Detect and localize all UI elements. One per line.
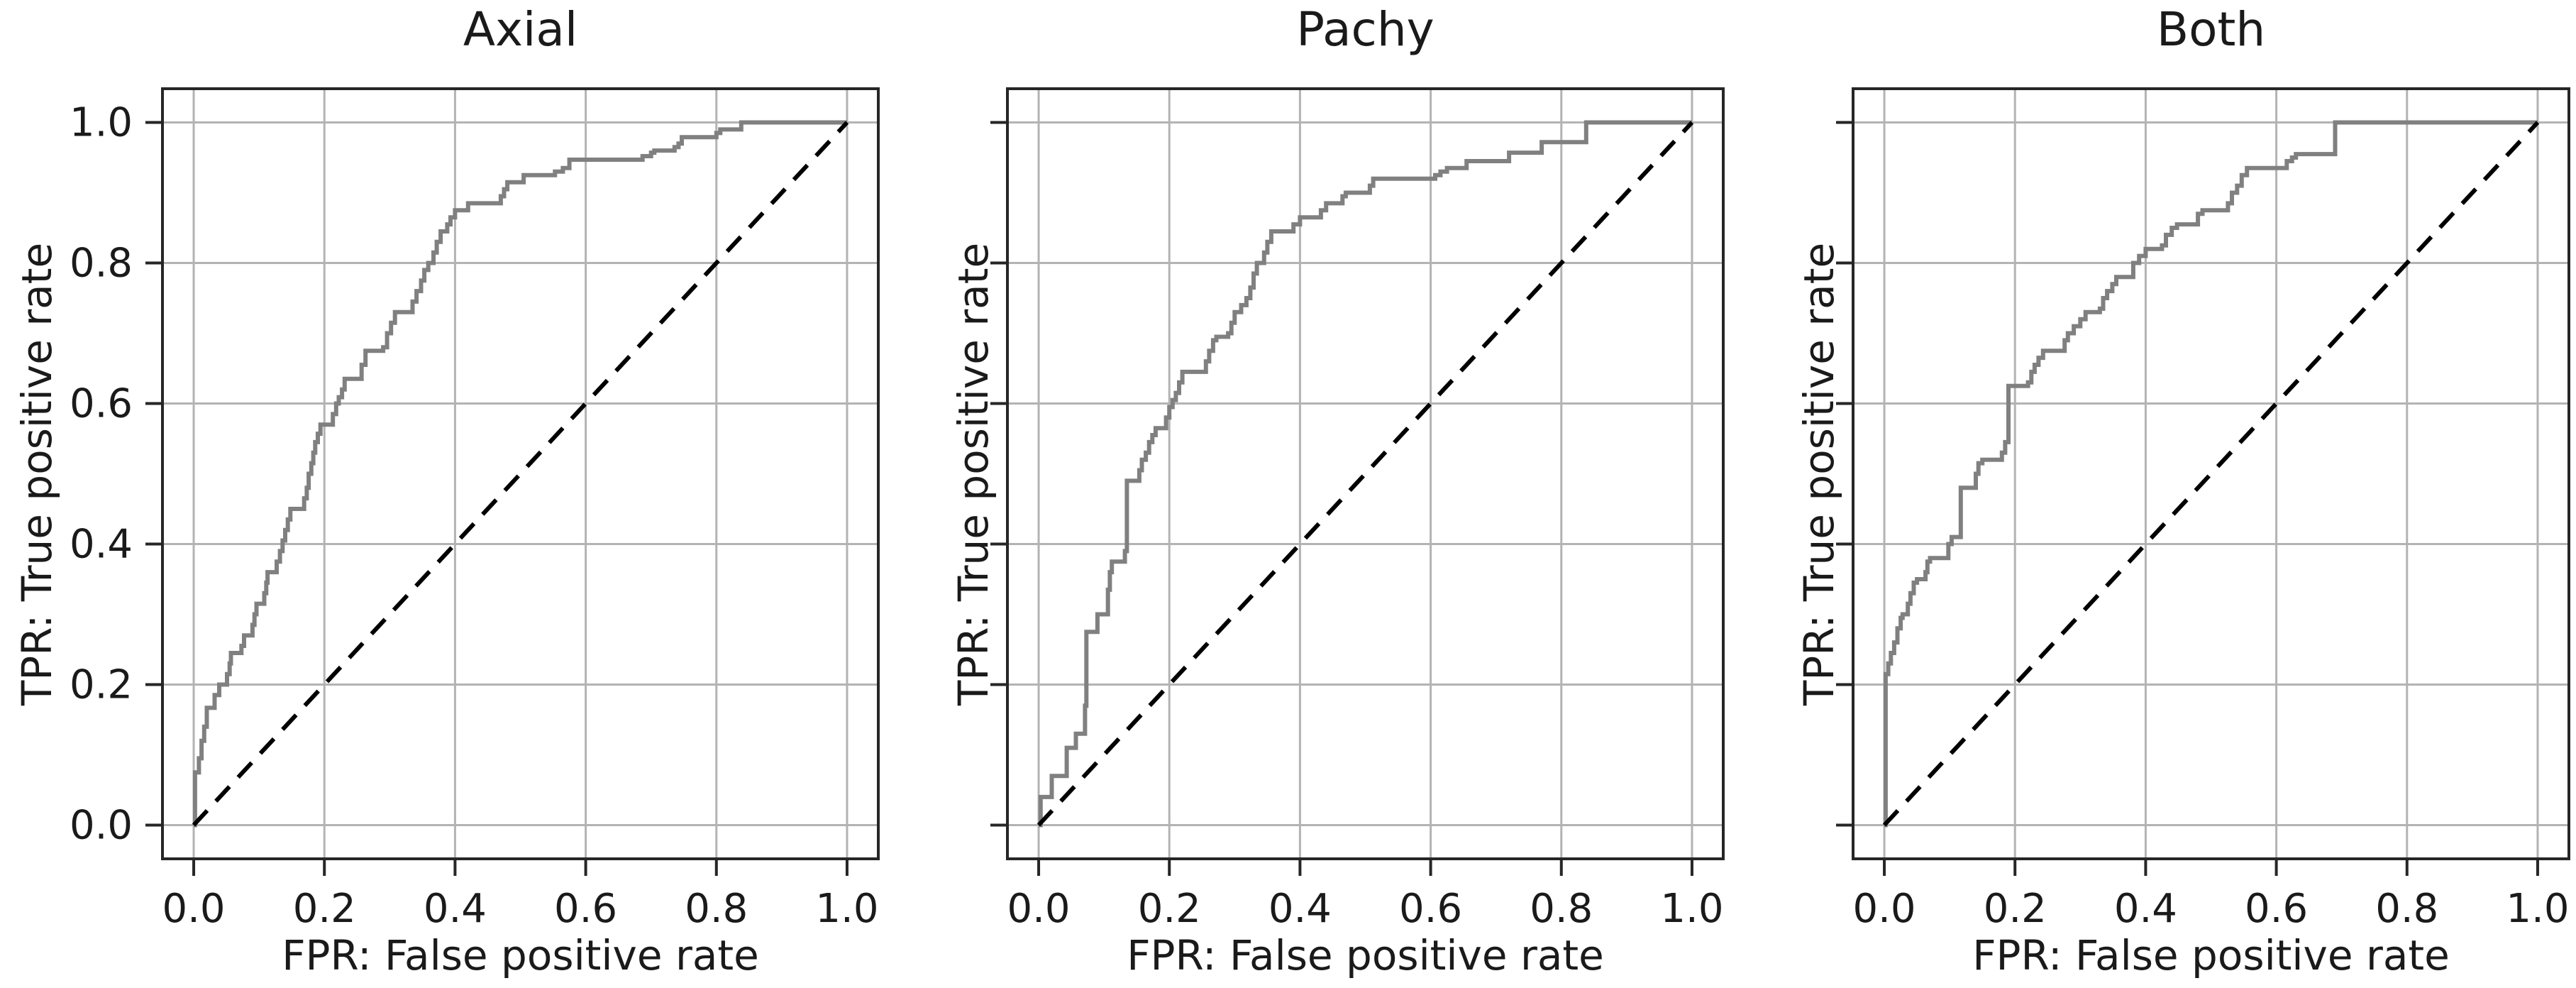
- x-tick-label: 0.4: [423, 886, 487, 932]
- x-axis-label: FPR: False positive rate: [282, 931, 759, 979]
- x-tick-label: 1.0: [815, 886, 879, 932]
- plot-area: 0.0 0.2 0.4 0.6 0.8 1.0 0.0 0.2 0.4 0.6 0.8 1.0: [70, 87, 880, 932]
- x-tick-label: 0.2: [1137, 886, 1201, 932]
- tick-marks: [145, 121, 848, 876]
- chance-diagonal-line: [1037, 121, 1694, 827]
- tick-marks: [990, 121, 1693, 876]
- x-tick-label: 0.6: [1399, 886, 1463, 932]
- axes-spines: [1852, 87, 2570, 860]
- x-axis-label: FPR: False positive rate: [1972, 931, 2450, 979]
- x-tick-label: 0.6: [554, 886, 618, 932]
- x-tick-label: 0.2: [292, 886, 356, 932]
- chance-diagonal-line: [192, 121, 849, 827]
- x-tick-label: 0.8: [685, 886, 748, 932]
- y-axis-label: TPR: True positive rate: [13, 242, 61, 706]
- roc-plot-svg: [990, 87, 1725, 876]
- grid-lines: [161, 87, 880, 860]
- subplot-title-pachy: Pachy: [1296, 2, 1435, 57]
- y-tick-label: 0.8: [69, 240, 133, 286]
- y-tick-label: 0.4: [69, 521, 133, 567]
- roc-curve-line: [1038, 120, 1692, 828]
- x-tick-label: 0.0: [1007, 886, 1071, 932]
- y-tick-label: 0.6: [69, 380, 133, 427]
- x-tick-label: 0.4: [1268, 886, 1332, 932]
- x-axis-label: FPR: False positive rate: [1127, 931, 1604, 979]
- tick-marks: [1836, 121, 2539, 876]
- plot-area: 0.0 0.2 0.4 0.6 0.8 1.0: [1836, 87, 2570, 932]
- y-axis-label: TPR: True positive rate: [949, 242, 997, 706]
- x-tick-label: 0.0: [162, 886, 226, 932]
- axes-spines: [161, 87, 880, 860]
- y-tick-label: 1.0: [69, 99, 133, 146]
- grid-lines: [1006, 87, 1725, 860]
- grid-lines: [1852, 87, 2570, 860]
- x-tick-label: 0.0: [1852, 886, 1916, 932]
- roc-plot-svg: [1836, 87, 2570, 876]
- x-tick-label: 0.8: [2375, 886, 2439, 932]
- roc-curve-line: [192, 120, 847, 828]
- x-tick-label: 0.6: [2245, 886, 2309, 932]
- roc-curve-line: [1883, 120, 2538, 828]
- y-tick-label: 0.0: [69, 802, 133, 848]
- x-tick-label: 1.0: [1660, 886, 1724, 932]
- plot-area: 0.0 0.2 0.4 0.6 0.8 1.0: [990, 87, 1725, 932]
- y-tick-label: 0.2: [69, 662, 133, 708]
- subplot-title-both: Both: [2156, 2, 2266, 57]
- x-tick-label: 0.4: [2113, 886, 2177, 932]
- x-tick-label: 0.8: [1530, 886, 1593, 932]
- x-tick-label: 1.0: [2506, 886, 2570, 932]
- subplot-title-axial: Axial: [463, 2, 578, 57]
- roc-plot-svg: [145, 87, 880, 876]
- axes-spines: [1006, 87, 1725, 860]
- chance-diagonal-line: [1882, 121, 2540, 827]
- y-axis-label: TPR: True positive rate: [1795, 242, 1843, 706]
- x-tick-label: 0.2: [1983, 886, 2047, 932]
